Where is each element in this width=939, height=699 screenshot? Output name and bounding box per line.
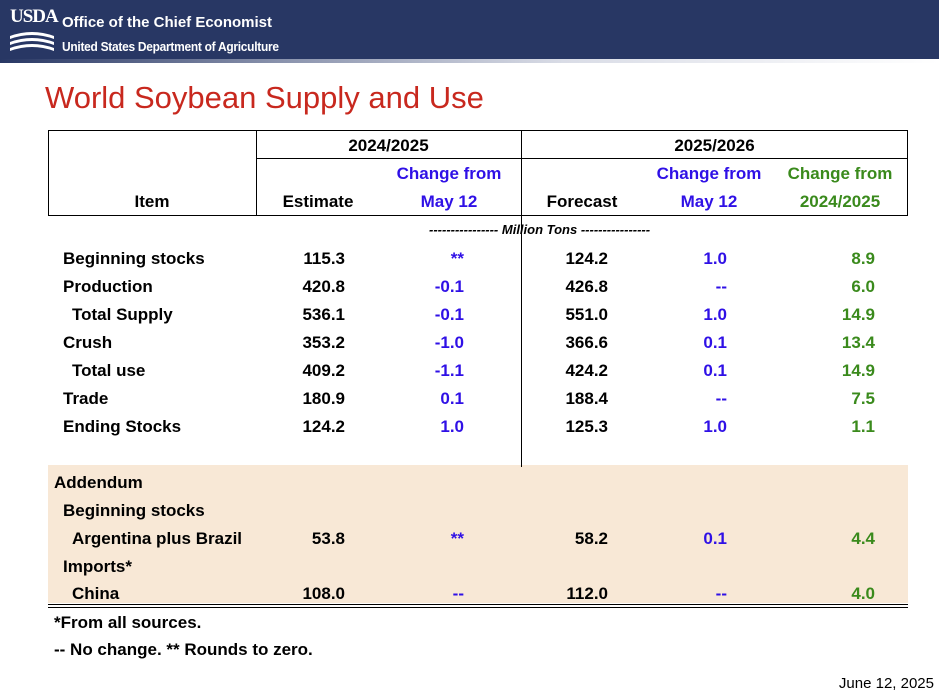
row-forecast: 125.3 [565,417,608,436]
col-item-header: Item [134,192,170,211]
footnote-legend: -- No change. ** Rounds to zero. [54,640,313,659]
row-change-may2: 1.0 [703,417,727,436]
row-estimate: 108.0 [302,584,345,603]
row-forecast: 112.0 [566,584,608,603]
department-name: United States Department of Agriculture [62,39,279,54]
year-prev-header: 2024/2025 [348,136,429,155]
col-change-may-header-line1: Change from [396,164,502,183]
row-forecast: 424.2 [565,361,608,380]
header-swoosh [0,59,939,63]
row-estimate: 53.8 [311,529,345,548]
row-change-year: 14.9 [841,361,875,380]
table-bottom-border-1 [48,604,908,605]
row-item: Ending Stocks [63,417,182,436]
footnote-sources: *From all sources. [54,613,202,632]
row-change-year: 1.1 [851,417,875,436]
row-estimate: 420.8 [302,277,345,296]
row-forecast: 124.2 [565,249,608,268]
row-change-may: -- [452,584,464,603]
table-bottom-border-2 [48,607,908,608]
addendum-section [48,465,908,603]
col-change-may2-header-line2: May 12 [680,192,738,211]
table-top-border [48,130,908,131]
row-item: Beginning stocks [63,249,205,268]
year-curr-header: 2025/2026 [674,136,755,155]
supply-use-table: 2024/2025 2025/2026 Item Estimate Change… [48,130,908,608]
row-change-year: 13.4 [841,333,875,352]
addendum-label: Addendum [54,473,143,492]
row-change-may: 0.1 [440,389,464,408]
year-divider [521,130,522,467]
row-forecast: 188.4 [565,389,608,408]
row-forecast: 58.2 [574,529,608,548]
row-item: Trade [63,389,109,408]
row-change-may2: -- [715,584,727,603]
row-estimate: 180.9 [302,389,345,408]
header-left-border [48,130,49,216]
row-estimate: 409.2 [302,361,345,380]
row-item: Argentina plus Brazil [72,529,243,548]
col-change-year-header-line2: 2024/2025 [799,192,881,211]
header-mid-border [256,158,908,159]
row-estimate: 115.3 [303,249,345,268]
row-change-may2: 1.0 [703,249,727,268]
row-forecast: 551.0 [565,305,608,324]
row-change-may: ** [450,529,464,548]
usda-logo-icon [10,32,54,51]
row-change-may2: -- [715,389,727,408]
row-change-may2: 0.1 [703,361,727,380]
units-label: ---------------- Million Tons ----------… [429,222,651,237]
row-item: Total Supply [72,305,173,324]
row-change-year: 6.0 [851,277,875,296]
row-change-year: 4.4 [851,529,875,548]
row-change-may: -0.1 [434,305,464,324]
row-change-may2: 0.1 [703,529,727,548]
col-estimate-header: Estimate [282,192,354,211]
usda-logo: USDA [8,6,59,54]
addendum-imports-label: Imports* [63,557,132,576]
header-right-border [907,130,908,216]
date-label: June 12, 2025 [838,675,934,692]
row-item: China [72,584,120,603]
col-change-may-header-line2: May 12 [420,192,478,211]
row-estimate: 353.2 [302,333,345,352]
row-change-may2: -- [715,277,727,296]
addendum-beg-stocks-label: Beginning stocks [63,501,205,520]
row-item: Crush [63,333,113,352]
header-bottom-border [48,215,908,216]
row-item: Production [63,277,153,296]
row-estimate: 536.1 [302,305,345,324]
header-divider-item [256,130,257,216]
col-forecast-header: Forecast [546,192,618,211]
row-estimate: 124.2 [302,417,345,436]
row-change-year: 7.5 [851,389,875,408]
row-change-may: 1.0 [440,417,464,436]
row-change-year: 4.0 [851,584,875,603]
row-change-may: ** [450,249,464,268]
row-change-year: 8.9 [851,249,875,268]
row-item: Total use [72,361,146,380]
usda-logo-text: USDA [10,6,59,27]
row-forecast: 426.8 [565,277,608,296]
row-change-may: -0.1 [434,277,464,296]
col-change-may2-header-line1: Change from [656,164,762,183]
row-change-may: -1.0 [434,333,464,352]
col-change-year-header-line1: Change from [787,164,893,183]
agency-name: Office of the Chief Economist [62,14,273,31]
header-banner: USDA Office of the Chief Economist Unite… [0,0,939,59]
row-change-may: -1.1 [434,361,464,380]
row-change-may2: 0.1 [703,333,727,352]
row-change-year: 14.9 [841,305,875,324]
row-forecast: 366.6 [565,333,608,352]
row-change-may2: 1.0 [703,305,727,324]
page-title: World Soybean Supply and Use [45,80,484,115]
